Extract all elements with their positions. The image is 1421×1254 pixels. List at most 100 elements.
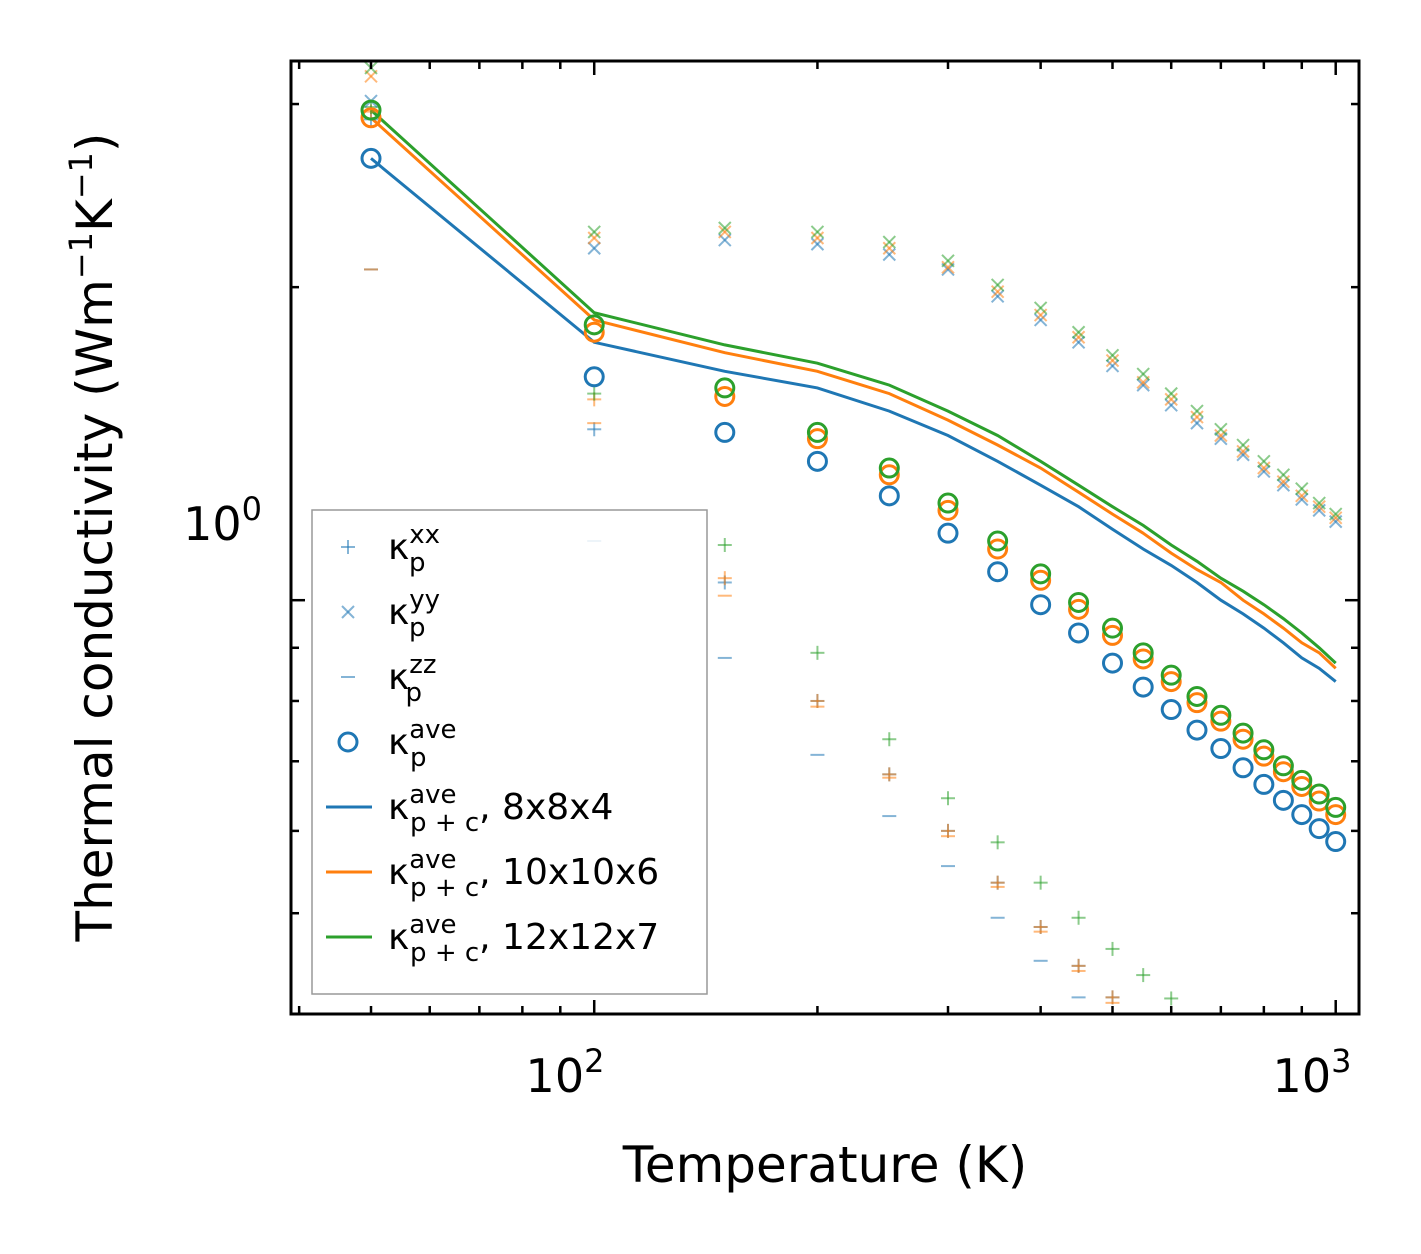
point-s9-4 — [878, 464, 900, 486]
point-s5-17 — [1295, 481, 1309, 496]
point-s10-4 — [878, 457, 900, 479]
point-s1-2 — [717, 571, 732, 586]
point-s2-11 — [1164, 991, 1179, 1006]
point-s2-5 — [941, 791, 956, 806]
point-s3-14 — [1236, 448, 1250, 462]
point-s0-1 — [587, 422, 602, 437]
y-tick-label-1: 100 — [183, 490, 262, 551]
point-s4-1 — [587, 231, 601, 245]
point-s3-7 — [1033, 313, 1048, 327]
point-s5-16 — [1276, 468, 1291, 482]
legend-label-1: κyy p — [388, 585, 440, 643]
point-s9-6 — [987, 538, 1009, 560]
point-s5-19 — [1329, 507, 1343, 521]
point-s10-3 — [806, 421, 828, 443]
point-s2-2 — [717, 537, 732, 552]
point-s9-17 — [1291, 775, 1313, 797]
point-s5-2 — [718, 221, 732, 235]
point-s3-4 — [882, 247, 896, 262]
point-s5-14 — [1236, 438, 1250, 452]
point-s10-18 — [1308, 783, 1330, 805]
point-s5-13 — [1214, 422, 1228, 436]
point-s8-3 — [806, 450, 828, 472]
point-s8-18 — [1308, 818, 1330, 840]
series-line-12 — [369, 116, 1337, 670]
plot-frame — [289, 59, 1361, 1016]
point-s10-13 — [1210, 704, 1232, 726]
legend-label-5: κave p + c, 10x10x6 — [388, 845, 659, 903]
point-s10-12 — [1186, 685, 1208, 707]
point-s8-11 — [1160, 699, 1182, 721]
point-s10-1 — [583, 314, 605, 336]
legend-handle-3 — [337, 731, 359, 753]
point-s4-13 — [1214, 428, 1228, 443]
series-line-11 — [370, 157, 1337, 683]
point-s8-0 — [360, 147, 382, 169]
point-s2-1 — [587, 386, 602, 401]
point-s9-12 — [1186, 692, 1208, 714]
point-s3-6 — [990, 289, 1005, 303]
point-s5-12 — [1190, 404, 1204, 418]
point-s2-6 — [990, 835, 1005, 850]
point-s5-15 — [1257, 454, 1271, 469]
point-s3-8 — [1071, 335, 1086, 350]
point-s1-3 — [810, 693, 825, 708]
legend-handle-1 — [341, 605, 355, 619]
point-s3-3 — [810, 237, 825, 251]
point-s9-5 — [937, 499, 959, 521]
point-s3-11 — [1164, 398, 1178, 412]
point-s10-19 — [1325, 796, 1347, 818]
point-s10-6 — [987, 530, 1009, 552]
point-s8-10 — [1132, 676, 1154, 698]
legend-label-4: κave p + c, 8x8x4 — [388, 780, 613, 838]
point-s8-14 — [1232, 757, 1254, 779]
point-s8-8 — [1068, 622, 1090, 644]
point-s5-4 — [882, 235, 896, 249]
point-s8-2 — [714, 421, 736, 443]
point-s10-17 — [1291, 769, 1313, 791]
point-s9-9 — [1102, 624, 1124, 646]
point-s10-15 — [1253, 739, 1275, 761]
point-s2-10 — [1136, 968, 1151, 983]
legend-label-6: κave p + c, 12x12x7 — [388, 910, 659, 968]
point-s9-19 — [1325, 804, 1347, 826]
point-s5-7 — [1033, 301, 1048, 315]
point-s5-1 — [587, 225, 601, 239]
point-s8-17 — [1291, 804, 1313, 826]
point-s5-5 — [941, 254, 955, 268]
point-s3-16 — [1276, 478, 1291, 492]
point-s10-16 — [1272, 755, 1294, 777]
legend-handle-0 — [341, 540, 355, 554]
point-s8-12 — [1186, 719, 1208, 741]
point-s4-8 — [1071, 330, 1086, 344]
point-s3-1 — [587, 241, 601, 255]
point-s9-15 — [1253, 745, 1275, 767]
point-s8-4 — [878, 485, 900, 507]
point-s8-15 — [1253, 773, 1275, 795]
point-s2-4 — [882, 732, 897, 747]
point-s3-9 — [1105, 359, 1120, 373]
point-s9-0 — [360, 107, 382, 129]
point-s4-12 — [1190, 410, 1204, 424]
x-tick-label-1000: 103 — [1273, 1042, 1352, 1103]
x-axis-label: Temperature (K) — [622, 1136, 1027, 1194]
point-s9-3 — [806, 428, 828, 450]
point-s2-3 — [810, 645, 825, 660]
point-s3-15 — [1257, 464, 1271, 479]
point-s10-14 — [1232, 722, 1254, 744]
point-s8-1 — [583, 366, 605, 388]
point-s5-10 — [1136, 367, 1150, 381]
point-s5-11 — [1164, 386, 1178, 401]
point-s10-2 — [714, 377, 736, 399]
point-s2-9 — [1105, 941, 1120, 956]
point-s3-12 — [1190, 416, 1204, 430]
point-s10-9 — [1102, 617, 1124, 639]
point-s9-1 — [583, 321, 605, 343]
legend-label-2: κzz p — [388, 650, 437, 708]
point-s8-13 — [1210, 738, 1232, 760]
point-s9-13 — [1210, 710, 1232, 732]
point-s9-10 — [1132, 648, 1154, 670]
legend-items: κxx p κyy p κzz p κave p κave p + c, 8x8x4 κave p +… — [326, 520, 659, 968]
point-s4-9 — [1105, 353, 1120, 368]
